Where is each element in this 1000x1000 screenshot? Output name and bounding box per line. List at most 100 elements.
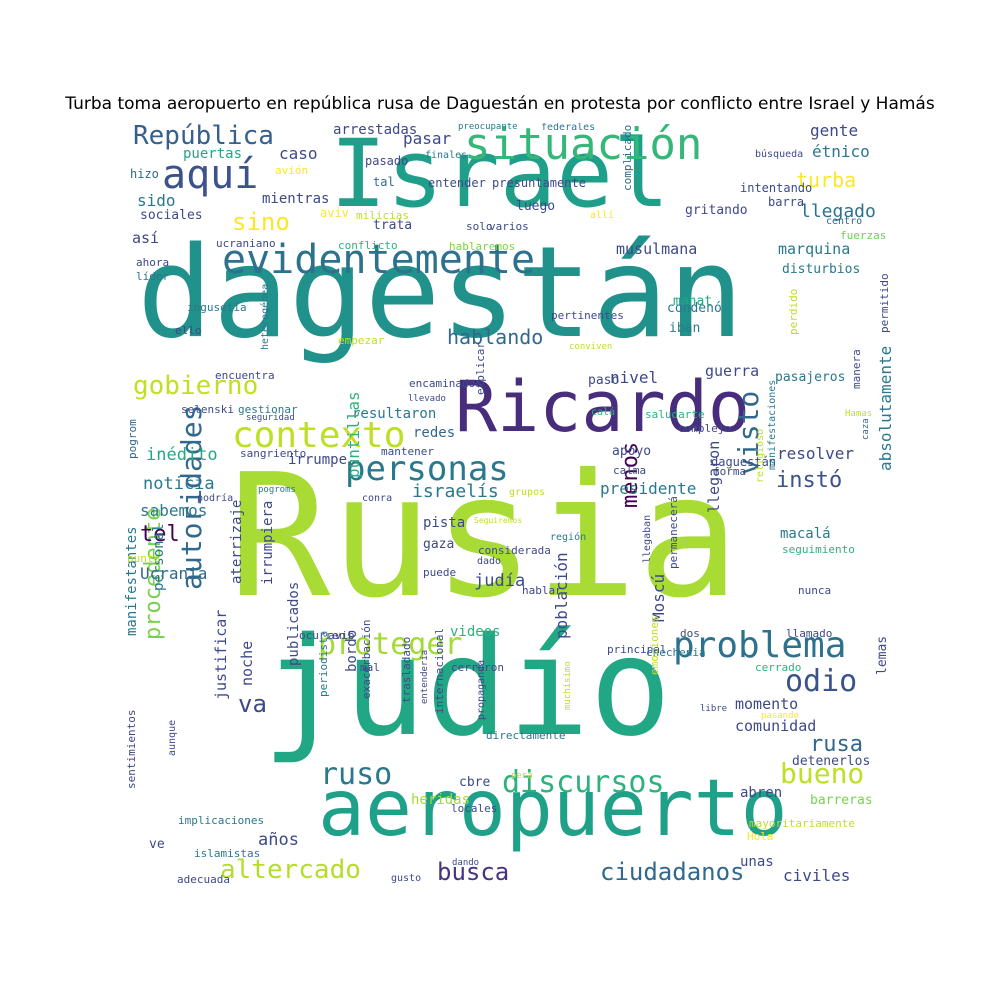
cloud-word: seguimiento	[782, 543, 855, 556]
cloud-word: pasar	[403, 129, 452, 148]
cloud-word: Seguiremos	[474, 516, 523, 525]
cloud-word: punto	[127, 552, 161, 565]
cloud-word: calá	[591, 407, 616, 418]
cloud-word: gusto	[391, 873, 422, 884]
cloud-word: arrestadas	[333, 123, 418, 138]
cloud-word: años	[258, 830, 299, 850]
cloud-word: centro	[826, 216, 863, 227]
cloud-word: barreras	[810, 793, 873, 808]
cloud-word: cbre	[459, 775, 491, 790]
cloud-word: libre	[700, 704, 728, 714]
cloud-word: puede	[423, 566, 457, 579]
cloud-word: conviven	[569, 342, 613, 352]
cloud-word: judía	[474, 571, 526, 591]
cloud-word: instó	[776, 468, 843, 493]
cloud-word: altercado	[220, 855, 361, 885]
cloud-word: exacerbación	[360, 619, 373, 699]
cloud-word: entender	[428, 176, 486, 190]
cloud-word: cerrado	[755, 661, 802, 674]
cloud-word: varios	[489, 220, 529, 233]
cloud-word: finales	[425, 150, 468, 161]
cloud-word: trasladado	[400, 636, 413, 703]
cloud-word: aunque	[167, 719, 178, 756]
cloud-word: condenó	[667, 301, 722, 316]
cloud-word: explicar	[474, 342, 487, 395]
cloud-word: daguestán	[711, 455, 777, 469]
cloud-word: manifestantes	[125, 526, 140, 636]
cloud-word: federales	[541, 123, 596, 133]
cloud-word: presuntamente	[492, 176, 586, 190]
cloud-word: macalá	[780, 526, 831, 542]
cloud-word: allí	[590, 210, 615, 221]
cloud-word: adecuada	[177, 873, 230, 886]
cloud-word: líder	[136, 270, 170, 283]
cloud-word: avión	[275, 164, 309, 177]
cloud-word: conflicto	[338, 239, 398, 252]
cloud-word: fuerzas	[840, 229, 887, 242]
cloud-word: saludarte	[645, 408, 705, 421]
cloud-word: civiles	[783, 866, 851, 885]
cloud-word: publicados	[286, 581, 302, 666]
cloud-word: situación	[464, 123, 703, 170]
cloud-word: barra	[768, 195, 805, 209]
cloud-word: perdido	[787, 288, 800, 335]
cloud-word: tal	[373, 175, 395, 189]
cloud-word: aterrizaje	[229, 499, 245, 584]
cloud-word: apoyo	[612, 444, 652, 459]
cloud-word: tel	[140, 522, 180, 547]
cloud-word: pesa	[511, 771, 533, 781]
cloud-word: heridas	[411, 792, 471, 808]
chart-title: Turba toma aeropuerto en república rusa …	[65, 94, 935, 114]
cloud-word: principal	[607, 643, 667, 656]
cloud-word: redes	[413, 425, 456, 441]
cloud-word: caza	[861, 418, 871, 440]
cloud-word: encaminados	[409, 377, 482, 390]
cloud-word: aeropuerto	[318, 764, 788, 854]
cloud-word: chechenia	[646, 646, 706, 659]
cloud-word: discursos	[502, 765, 665, 800]
cloud-word: Rusia	[228, 438, 740, 636]
cloud-word: abren	[740, 785, 783, 801]
cloud-word: sociales	[140, 208, 203, 223]
cloud-word: forma	[713, 465, 747, 478]
cloud-word: noche	[238, 640, 256, 686]
cloud-word: complicado	[621, 124, 634, 191]
cloud-word: comunidad	[735, 717, 817, 735]
cloud-word: lemas	[875, 635, 890, 675]
cloud-word: ruso	[320, 757, 393, 792]
cloud-word: presidente	[600, 479, 697, 498]
cloud-word: israelís	[412, 481, 499, 502]
cloud-word: implicaciones	[178, 814, 265, 827]
cloud-word: podría	[197, 493, 234, 504]
cloud-word: seguridad	[246, 413, 295, 423]
cloud-word: pista	[423, 515, 466, 531]
cloud-word: muchísimo	[563, 661, 573, 710]
cloud-word: proteger	[318, 627, 463, 662]
cloud-word: pertinentes	[551, 309, 624, 322]
cloud-word: ello	[175, 324, 202, 337]
cloud-word: evidentemente	[222, 237, 536, 283]
cloud-word: periodista	[317, 630, 330, 697]
cloud-word: ocurren	[299, 629, 346, 642]
cloud-word: mahat	[673, 294, 713, 309]
cloud-word: nunca	[798, 584, 832, 597]
cloud-word: sabemos	[140, 501, 208, 520]
cloud-word: manifestaciones	[767, 379, 778, 470]
cloud-word: pasajeros	[775, 370, 846, 385]
cloud-word: Hola	[747, 830, 774, 843]
cloud-word: locales	[451, 802, 498, 815]
cloud-word: judío	[262, 609, 672, 767]
cloud-word: unas	[740, 854, 774, 870]
cloud-word: resolver	[777, 444, 855, 463]
cloud-word: noticia	[143, 474, 215, 494]
cloud-word: dagestán	[137, 219, 744, 366]
cloud-word: bueno	[780, 757, 865, 790]
cloud-word: llegaban	[642, 514, 653, 563]
cloud-word: irrumpiera	[260, 500, 276, 585]
cloud-word: calma	[613, 464, 647, 477]
cloud-word: disturbios	[782, 262, 861, 277]
cloud-word: irrumpe	[288, 452, 348, 468]
cloud-word: internacional	[433, 627, 446, 714]
cloud-word: personas	[345, 449, 509, 489]
cloud-word: étnico	[812, 142, 870, 161]
